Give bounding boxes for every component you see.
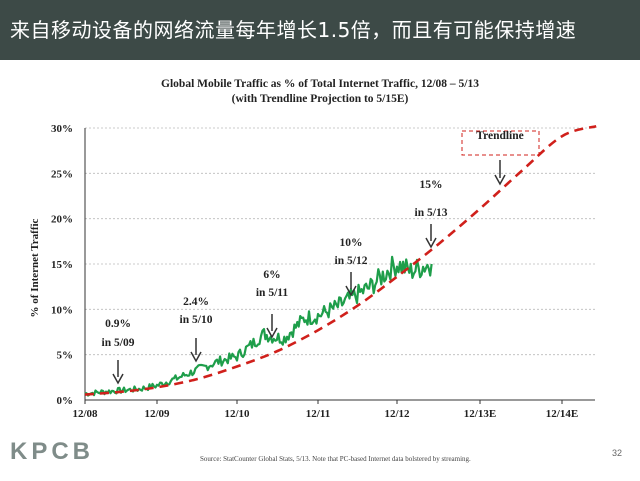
y-tick-label: 0% [57,395,74,407]
annotation-arrow-head [112,373,124,385]
annotation-arrow-head [425,237,437,249]
x-tick-label: 12/13E [464,408,496,420]
y-tick-label: 30% [51,123,73,135]
series-actual-line [84,255,433,397]
annotation-arrow-head [266,327,278,339]
slide-title: 来自移动设备的网络流量每年增长1.5倍，而且有可能保持增速 [10,18,577,42]
annotation-arrow-head [190,351,202,363]
y-axis-label: % of Internet Traffic [29,218,41,317]
trendline-label-box [461,130,540,156]
annotation-value: 2.4% [183,296,209,308]
annotation-value: 15% [420,179,443,191]
source-note: Source: StatCounter Global Stats, 5/13. … [200,455,471,463]
trendline-arrow-head [494,174,506,186]
trendline-label: Trendline [476,130,524,142]
annotation-date: in 5/10 [180,314,213,326]
annotation-arrow-head [345,285,357,297]
series-trendline [84,124,597,396]
annotation-date: in 5/09 [102,337,135,349]
x-tick-label: 12/11 [306,408,330,420]
kpcb-logo: KPCB [10,438,95,465]
title-banner: 来自移动设备的网络流量每年增长1.5倍，而且有可能保持增速 [0,0,640,60]
chart-title-line2: (with Trendline Projection to 5/15E) [231,93,409,105]
annotation-value: 10% [340,237,363,249]
annotation-value: 6% [263,269,280,281]
x-tick-label: 12/14E [546,408,578,420]
y-tick-label: 20% [51,214,73,226]
y-tick-label: 10% [51,304,73,316]
y-tick-label: 25% [51,168,73,180]
page-number: 32 [612,448,623,458]
chart-title-line1: Global Mobile Traffic as % of Total Inte… [161,78,479,90]
x-tick-label: 12/08 [72,408,98,420]
x-tick-label: 12/09 [144,408,170,420]
annotation-value: 0.9% [105,318,131,330]
y-tick-label: 5% [57,350,74,362]
y-tick-label: 15% [51,259,73,271]
x-tick-label: 12/10 [224,408,250,420]
annotation-date: in 5/12 [335,255,368,267]
x-tick-label: 12/12 [384,408,410,420]
annotation-date: in 5/11 [256,287,289,299]
annotation-date: in 5/13 [415,207,448,219]
